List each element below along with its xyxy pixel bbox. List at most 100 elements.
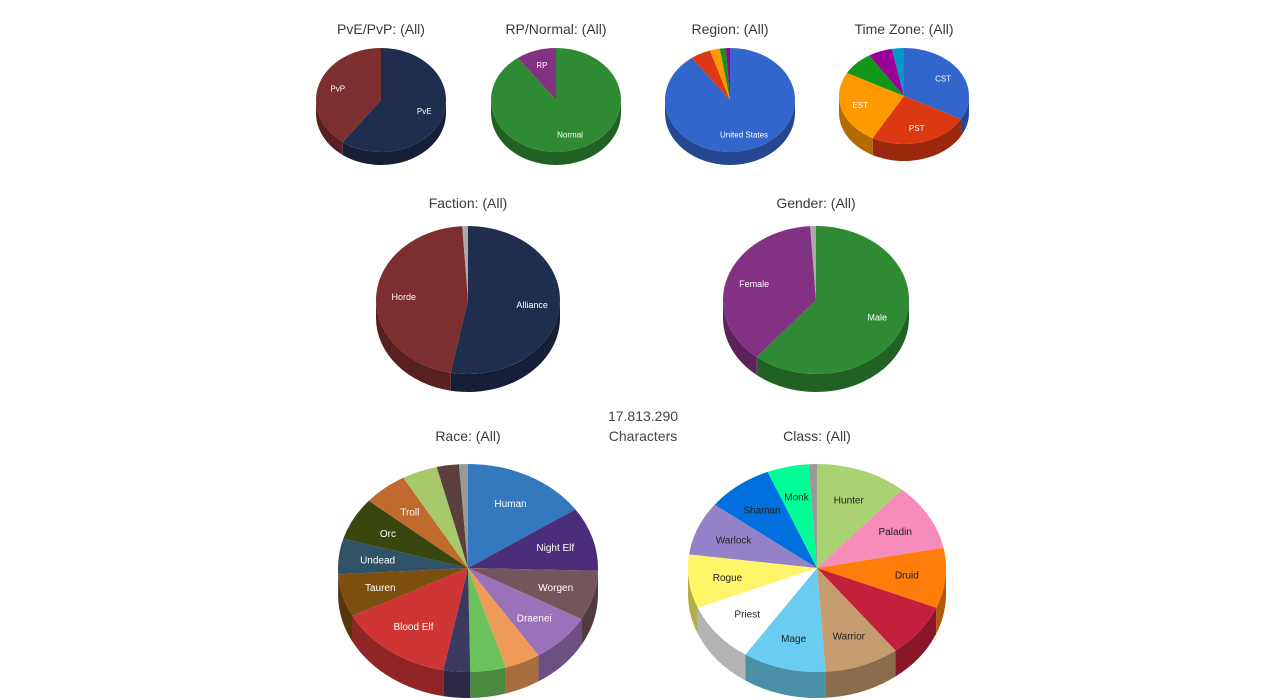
slice-label-class-druid: Druid [895, 571, 919, 582]
chart-class-side [688, 568, 946, 699]
pie-slice-race-other-4[interactable] [468, 568, 539, 668]
slice-label-race-worgen: Worgen [538, 583, 573, 594]
pie-slice-region-other-4[interactable] [725, 48, 730, 100]
pie-slice-class-warrior[interactable] [817, 568, 896, 672]
pie-side-timezone-pst [872, 119, 961, 162]
chart-faction-side [376, 300, 560, 393]
slice-label-race-night-elf: Night Elf [536, 543, 574, 554]
pie-slice-timezone-est[interactable] [839, 72, 904, 139]
pie-slice-race-other-12[interactable] [403, 467, 468, 568]
slice-label-pvp-pve: PvE [417, 107, 432, 116]
pie-slice-pvp-pvp[interactable] [316, 48, 381, 143]
pie-side-race-blood-elf [352, 615, 444, 697]
pie-slice-region-other-1[interactable] [691, 50, 730, 100]
pie-side-faction-alliance [450, 300, 560, 393]
pie-side-class-druid [936, 568, 946, 634]
pie-slice-class-paladin[interactable] [817, 489, 944, 568]
pie-slice-race-blood-elf[interactable] [352, 568, 468, 671]
chart-timezone-title: Time Zone: (All) [854, 21, 953, 37]
pie-slice-race-other-14[interactable] [458, 464, 468, 568]
slice-label-race-blood-elf: Blood Elf [393, 622, 433, 633]
chart-region: Region: (All) United States [665, 21, 795, 165]
pie-slice-race-human[interactable] [468, 464, 576, 568]
slice-label-class-paladin: Paladin [879, 527, 912, 538]
pie-slice-class-priest[interactable] [697, 568, 817, 655]
chart-rp: RP/Normal: (All) Normal RP [491, 21, 621, 165]
pie-slice-region-other-3[interactable] [719, 48, 730, 100]
pie-slice-race-other-5[interactable] [468, 568, 506, 672]
pie-slice-class-other-3[interactable] [817, 568, 937, 651]
pie-slice-timezone-pst[interactable] [872, 96, 961, 144]
pie-slice-faction-other-2[interactable] [462, 226, 468, 300]
chart-gender-side [723, 300, 909, 393]
slice-label-timezone-pst: PST [909, 124, 925, 133]
chart-rp-side [491, 100, 621, 165]
chart-race-title: Race: (All) [435, 428, 500, 444]
chart-pvp-title: PvE/PvP: (All) [337, 21, 425, 37]
pie-side-class-mage [745, 654, 826, 699]
slice-label-race-draenei: Draenei [517, 613, 552, 624]
slice-label-rp-rp: RP [536, 61, 547, 70]
pie-side-class-warrior [825, 650, 896, 698]
pie-slice-class-shaman[interactable] [714, 471, 817, 568]
pie-slice-class-warlock[interactable] [689, 504, 817, 568]
pie-slice-rp-rp[interactable] [517, 48, 556, 100]
slice-label-class-shaman: Shaman [743, 506, 780, 517]
pie-slice-gender-other-2[interactable] [810, 226, 816, 300]
chart-rp-title: RP/Normal: (All) [505, 21, 606, 37]
slice-label-faction-alliance: Alliance [516, 300, 548, 310]
pie-side-region-united-states [665, 100, 795, 165]
slice-label-gender-male: Male [867, 313, 887, 323]
slice-label-race-troll: Troll [400, 508, 419, 519]
pie-slice-class-druid[interactable] [817, 547, 946, 608]
pie-slice-race-other-13[interactable] [436, 464, 468, 568]
pie-slice-pvp-pve[interactable] [342, 48, 446, 153]
pie-slice-gender-female[interactable] [722, 226, 816, 358]
chart-pvp: PvE/PvP: (All) PvE PvP [316, 21, 446, 166]
pie-slice-faction-horde[interactable] [375, 226, 468, 373]
pie-slice-gender-male[interactable] [756, 226, 910, 374]
slice-label-class-rogue: Rogue [713, 573, 743, 584]
pie-side-class-rogue [688, 568, 698, 634]
pie-slice-race-worgen[interactable] [468, 568, 598, 619]
pie-slice-race-undead[interactable] [338, 538, 468, 575]
chart-race: Race: (All) Human Night Elf Worgen Draenei Bl… [338, 428, 598, 698]
pie-slice-race-troll[interactable] [368, 477, 468, 568]
slice-label-class-hunter: Hunter [834, 495, 865, 506]
pie-slice-timezone-other-5[interactable] [891, 48, 904, 96]
pie-slice-class-hunter[interactable] [817, 464, 903, 568]
pie-slice-timezone-other-3[interactable] [847, 55, 904, 96]
pie-side-race-tauren [338, 574, 353, 642]
slice-label-race-orc: Orc [380, 529, 396, 540]
slice-label-class-warrior: Warrior [833, 632, 866, 643]
total-value: 17.813.290 [608, 408, 678, 424]
pie-slice-race-tauren[interactable] [338, 568, 468, 616]
pie-slice-class-rogue[interactable] [688, 554, 817, 608]
pie-side-gender-male [756, 300, 909, 393]
slice-label-class-warlock: Warlock [716, 536, 753, 547]
slice-label-region-united-states: United States [720, 130, 768, 139]
pie-slice-class-monk[interactable] [767, 464, 817, 568]
chart-gender-title: Gender: (All) [776, 195, 855, 211]
pie-side-race-other [470, 667, 506, 698]
slice-label-timezone-cst: CST [935, 75, 951, 84]
chart-timezone-side [839, 96, 969, 162]
pie-slice-timezone-cst[interactable] [904, 48, 969, 120]
chart-faction: Faction: (All) Alliance Horde [375, 195, 560, 393]
pie-slice-region-other-2[interactable] [709, 48, 730, 100]
pie-side-race-draenei [538, 618, 582, 682]
slice-label-class-mage: Mage [781, 634, 806, 645]
pie-slice-race-orc[interactable] [343, 500, 468, 568]
pie-slice-race-night-elf[interactable] [468, 509, 598, 571]
slice-label-pvp-pvp: PvP [330, 85, 345, 94]
pie-slice-class-mage[interactable] [745, 568, 826, 673]
pie-slice-class-other-11[interactable] [808, 464, 817, 568]
pie-side-race-worgen [581, 570, 598, 645]
pie-side-faction-horde [376, 300, 451, 391]
pie-side-pvp-pve [342, 100, 446, 166]
pie-slice-faction-alliance[interactable] [450, 226, 560, 374]
pie-slice-timezone-other-4[interactable] [869, 48, 904, 96]
pie-slice-race-draenei[interactable] [468, 568, 582, 656]
chart-region-title: Region: (All) [691, 21, 768, 37]
pie-slice-race-other-6[interactable] [443, 568, 471, 672]
